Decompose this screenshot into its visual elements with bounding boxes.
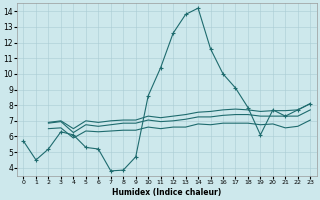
X-axis label: Humidex (Indice chaleur): Humidex (Indice chaleur) <box>112 188 221 197</box>
